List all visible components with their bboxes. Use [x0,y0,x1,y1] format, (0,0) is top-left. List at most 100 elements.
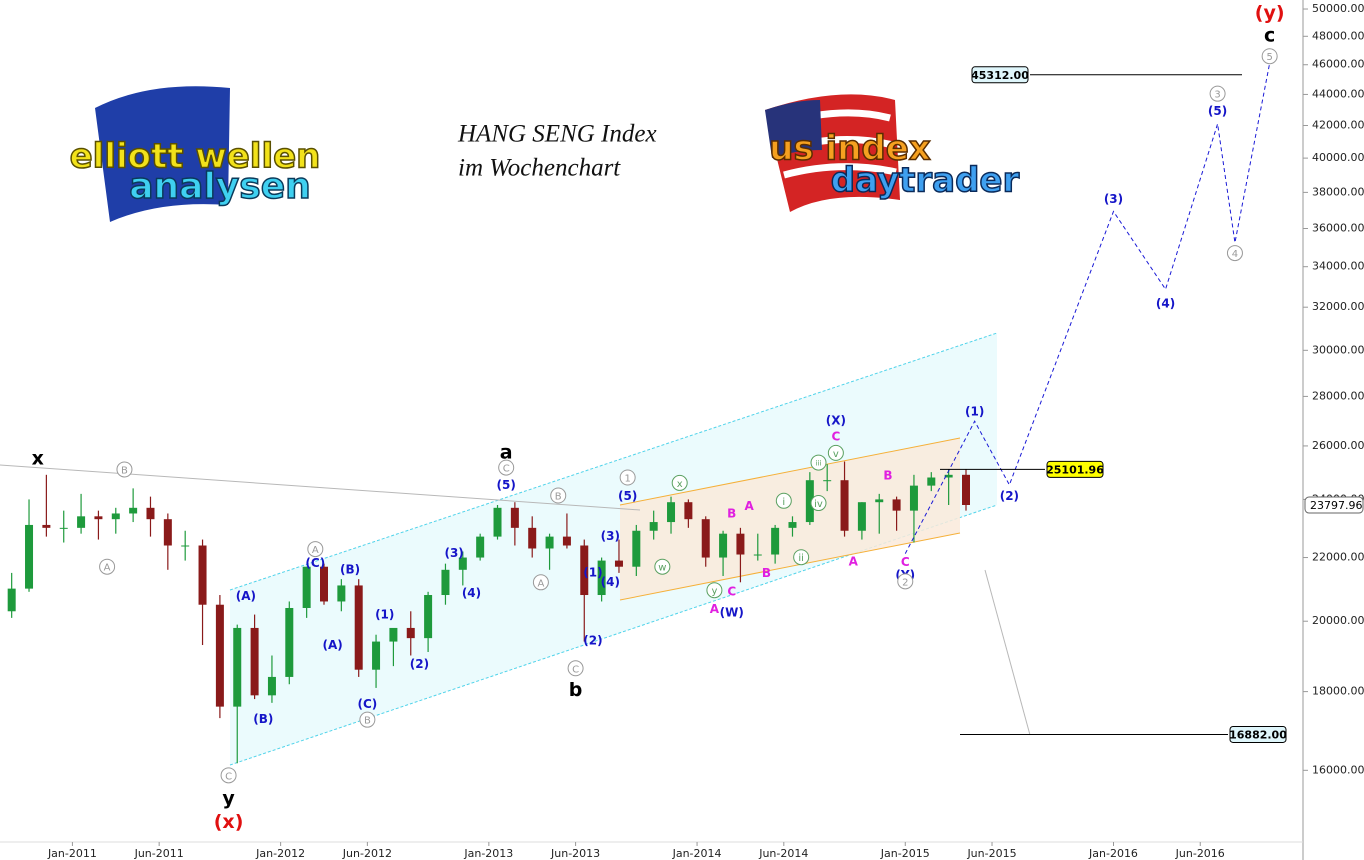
y-tick-label: 34000.00 [1312,260,1364,273]
wave-label: c [1264,24,1275,46]
y-tick-label: 26000.00 [1312,439,1364,452]
y-tick-label: 42000.00 [1312,119,1364,132]
wave-label: C [901,555,910,569]
x-tick-label: Jun-2011 [134,847,184,860]
wave-label: A [849,554,859,568]
candle-body [719,533,728,558]
trend-channel [230,333,997,765]
wave-label: C [225,771,232,782]
candle-body [59,527,68,529]
wave-label: (3) [601,529,620,543]
logo: us index daytrader [765,94,1020,212]
wave-label: (1) [375,608,394,622]
wave-label: A [710,602,720,616]
candle-body [129,507,138,514]
wave-circle [897,573,914,590]
wave-label: 2 [902,577,908,588]
chart-subtitle: im Wochenchart [458,155,621,182]
wave-label: w [658,563,666,574]
y-tick-label: 28000.00 [1312,389,1364,402]
wave-label: ii [798,553,804,564]
wave-label: B [364,716,371,727]
y-tick-label: 44000.00 [1312,87,1364,100]
candle-body [146,507,155,520]
y-tick-label: 48000.00 [1312,29,1364,42]
candle-body [545,536,554,549]
wave-label: (5) [497,478,516,492]
wave-circle [810,454,827,471]
x-tick-label: Jan-2011 [47,847,97,860]
wave-label: (1) [965,404,984,418]
wave-label: (1) [583,565,602,579]
candle-body [406,627,415,639]
candle-body [962,474,970,505]
candle-body [476,536,485,558]
wave-label: (4) [601,575,620,589]
candle-body [302,566,311,608]
logo-text: analysen [129,166,311,207]
candle-body [441,569,450,596]
wave-label: C [572,664,579,675]
wave-label: (2) [410,657,429,671]
wave-label: v [833,449,839,460]
wave-circle [99,558,116,575]
candle-body [267,676,276,696]
x-tick-label: Jan-2015 [880,847,930,860]
y-tick-label: 40000.00 [1312,151,1364,164]
candle-body [701,519,710,558]
x-tick-label: Jun-2012 [342,847,392,860]
wave-label: C [503,464,510,475]
y-tick-label: 36000.00 [1312,222,1364,235]
wave-label: (B) [253,712,273,726]
wave-circle [827,444,844,461]
logo-flag [95,86,230,222]
wave-circle [307,541,324,558]
candle-body [250,627,259,696]
wave-label: B [762,566,771,580]
candle-body [580,545,589,596]
candle-body [597,560,606,596]
candle-body [458,557,467,570]
candle-body [163,519,172,546]
level-label: 25101.96 [1046,463,1104,476]
wave-label: (B) [340,562,360,576]
wave-circle [775,492,792,509]
level-label: 16882.00 [1229,728,1287,741]
wave-label: C [831,430,840,444]
candle-body [320,566,328,602]
y-tick-label: 16000.00 [1312,763,1364,776]
candle-body [493,507,502,537]
wave-label: y [711,586,717,597]
candle-body [684,502,693,520]
y-tick-label: 22000.00 [1312,551,1364,564]
x-tick-label: Jun-2015 [966,847,1016,860]
level-label-box [971,66,1029,84]
wave-label: iii [816,460,822,468]
wave-label: B [555,492,562,503]
candle-body [198,545,207,605]
logo-text: elliott wellen [70,137,321,177]
wave-circle [619,469,636,486]
wave-label: 3 [1214,90,1220,101]
wave-label: A [104,563,111,574]
wave-circle [793,549,810,566]
wave-label: iv [814,499,823,510]
level-label: 45312.00 [971,69,1029,82]
wave-label: (y) [1255,2,1285,24]
wave-label: (2) [583,633,602,647]
wave-label: a [500,441,513,463]
wave-circle [359,711,376,728]
candle-body [736,533,745,555]
wave-label: (4) [1156,296,1175,310]
wave-label: x [32,447,44,469]
x-tick-label: Jun-2016 [1175,847,1225,860]
wave-label: (2) [1000,489,1019,503]
candle-body [823,480,832,482]
x-tick-label: Jan-2013 [463,847,513,860]
wave-label: 5 [1266,52,1272,63]
candle-body [788,522,797,528]
last-price-box [1304,496,1364,514]
projection-line [904,63,1271,554]
wave-circle [498,459,515,476]
